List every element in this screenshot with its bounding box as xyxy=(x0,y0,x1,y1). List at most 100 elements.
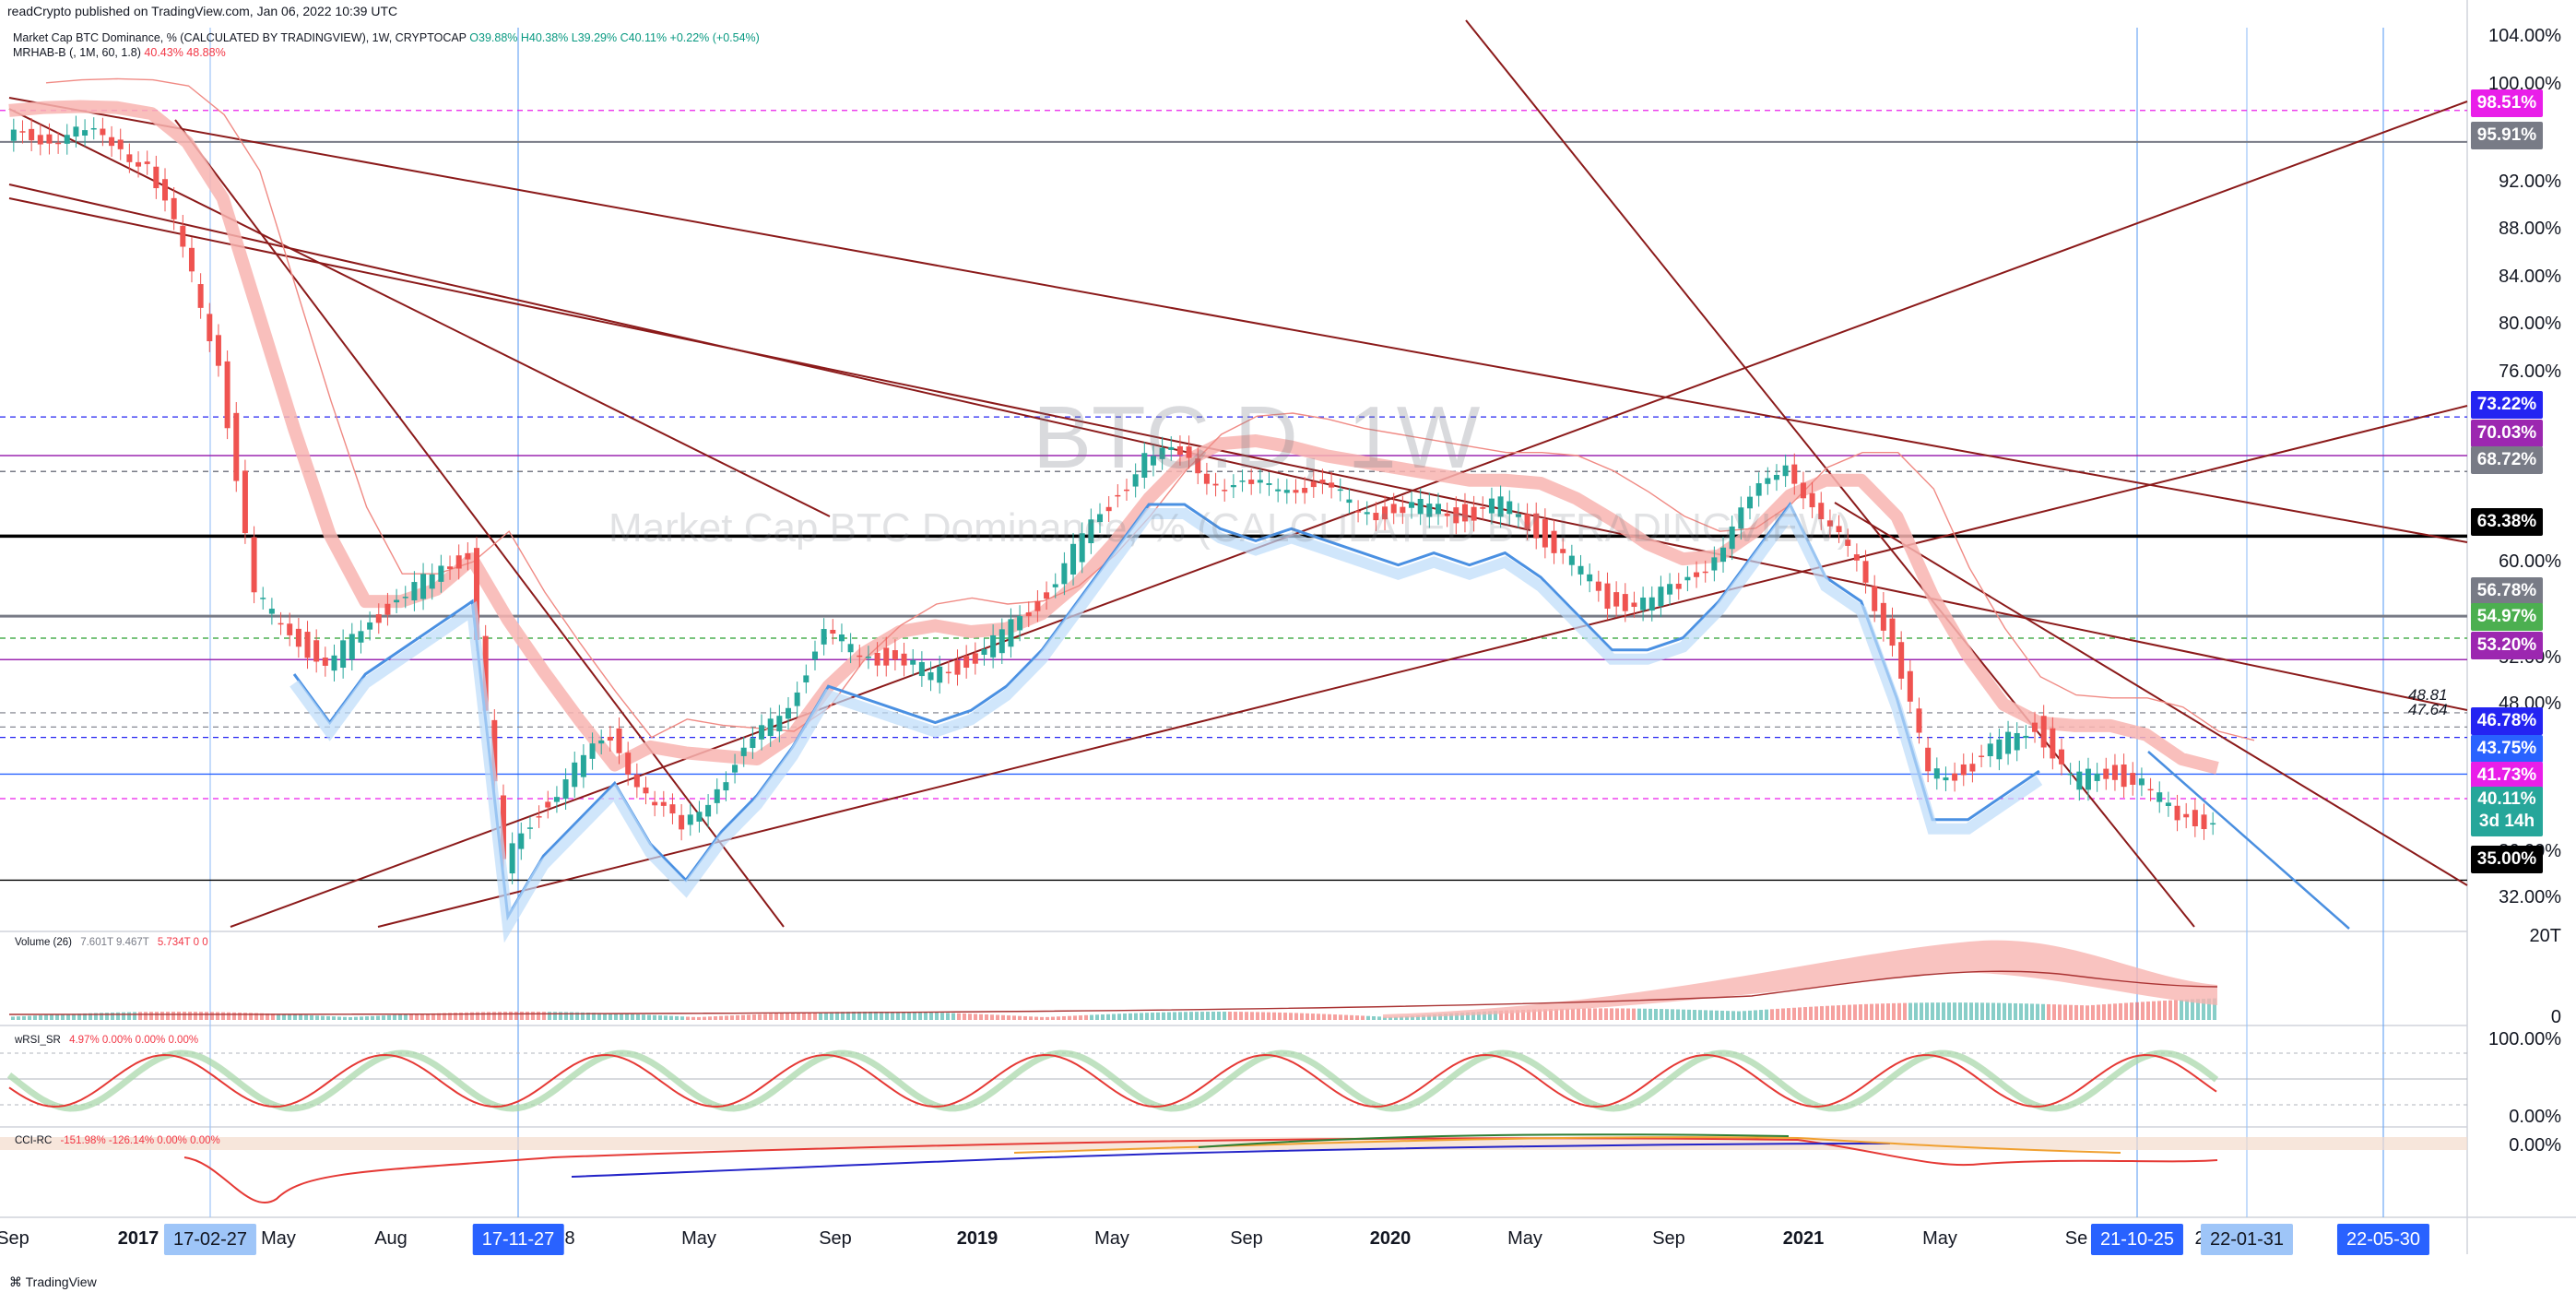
volume-bar xyxy=(1239,1012,1243,1020)
candle-body xyxy=(1800,482,1806,499)
candle-body xyxy=(910,659,916,665)
volume-bar xyxy=(194,1012,197,1020)
volume-bar xyxy=(575,1012,579,1020)
candle-body xyxy=(2058,749,2064,765)
candle-body xyxy=(1025,612,1032,617)
trend-line-8 xyxy=(1834,502,2468,886)
time-tick-2: May xyxy=(261,1228,296,1249)
volume-bar xyxy=(603,1013,607,1020)
candle-body xyxy=(1933,768,1940,779)
volume-bar xyxy=(835,1012,839,1020)
volume-bar xyxy=(1698,1010,1702,1020)
cci-legend: CCI-RC -151.98% -126.14% 0.00% 0.00% xyxy=(15,1135,220,1146)
price-tag-value: 98.51% xyxy=(2476,93,2537,113)
volume-bar xyxy=(238,1012,242,1020)
time-highlight-0[interactable]: 17-02-27 xyxy=(163,1224,257,1255)
volume-bar xyxy=(1776,1008,1779,1020)
volume-bar xyxy=(620,1014,623,1020)
candle-body xyxy=(1507,501,1513,515)
volume-bar xyxy=(2063,1004,2067,1020)
volume-bar xyxy=(1687,1009,1691,1020)
time-highlight-1[interactable]: 17-11-27 xyxy=(472,1224,564,1255)
volume-bar xyxy=(448,1013,452,1020)
candle-body xyxy=(420,574,427,599)
volume-bar xyxy=(1455,1013,1459,1020)
price-tick-2: 92.00% xyxy=(2499,172,2561,192)
volume-bar xyxy=(354,1016,358,1020)
candle-body xyxy=(1123,489,1129,492)
volume-bar xyxy=(1223,1012,1226,1020)
volume-axis-top: 20T xyxy=(2529,926,2561,946)
price-tick-7: 60.00% xyxy=(2499,551,2561,572)
candle-body xyxy=(367,622,373,630)
volume-bar xyxy=(857,1012,861,1020)
candle-body xyxy=(251,537,257,593)
volume-bar xyxy=(1731,1011,1735,1020)
candle-body xyxy=(384,603,391,615)
candle-body xyxy=(901,653,907,666)
candle-body xyxy=(838,634,845,642)
time-tick-15: Se xyxy=(2064,1228,2088,1249)
volume-bar xyxy=(144,1012,148,1020)
price-tag-11: 41.73% xyxy=(2471,762,2543,789)
volume-bar xyxy=(111,1012,114,1020)
candle-body xyxy=(990,634,997,658)
volume-bar xyxy=(514,1012,518,1020)
volume-bar xyxy=(2102,1004,2106,1020)
volume-bar xyxy=(597,1013,601,1020)
volume-bar xyxy=(929,1012,933,1020)
price-tag-3: 70.03% xyxy=(2471,420,2543,447)
candle-body xyxy=(1444,513,1450,516)
volume-bar xyxy=(2185,999,2189,1020)
volume-bar xyxy=(254,1013,258,1020)
volume-bar xyxy=(1283,1013,1287,1020)
candle-body xyxy=(1176,445,1183,456)
volume-bar xyxy=(1842,1004,1846,1020)
volume-bar xyxy=(846,1012,850,1020)
candle-body xyxy=(144,161,150,164)
volume-bar xyxy=(780,1013,784,1020)
candle-body xyxy=(821,629,827,645)
volume-bar xyxy=(1532,1009,1536,1020)
candle-body xyxy=(474,548,480,641)
volume-bar xyxy=(481,1012,485,1020)
volume-bar xyxy=(404,1014,408,1020)
price-tag-2: 73.22% xyxy=(2471,391,2543,419)
candle-body xyxy=(1115,494,1121,497)
volume-bar xyxy=(2113,1003,2117,1020)
candle-body xyxy=(1364,512,1370,515)
volume-bar xyxy=(1261,1012,1265,1020)
volume-bar xyxy=(1516,1010,1519,1020)
volume-bar xyxy=(830,1012,833,1020)
candle-body xyxy=(1791,464,1798,484)
time-tick-10: 2020 xyxy=(1369,1228,1412,1249)
candle-body xyxy=(2040,716,2047,748)
volume-bar xyxy=(160,1012,164,1020)
volume-bar xyxy=(1079,1015,1082,1020)
candle-body xyxy=(126,154,133,162)
volume-bar xyxy=(2080,1005,2084,1020)
volume-bar xyxy=(802,1013,806,1020)
volume-bar xyxy=(304,1014,308,1020)
candle-body xyxy=(1675,583,1682,589)
volume-bar xyxy=(398,1014,402,1020)
volume-bar xyxy=(1477,1012,1481,1020)
candle-body xyxy=(954,660,961,675)
time-highlight-4[interactable]: 22-05-30 xyxy=(2336,1224,2430,1255)
volume-bar xyxy=(1914,1002,1918,1020)
time-tick-12: Sep xyxy=(1652,1228,1685,1249)
candle-body xyxy=(2032,722,2038,732)
time-highlight-3[interactable]: 22-01-31 xyxy=(2200,1224,2294,1255)
volume-bar xyxy=(227,1012,230,1020)
candle-body xyxy=(438,565,444,582)
volume-bar xyxy=(266,1013,269,1020)
volume-bar xyxy=(1416,1015,1420,1020)
volume-bar xyxy=(1886,1003,1890,1020)
candle-body xyxy=(349,634,355,660)
candle-body xyxy=(2005,731,2012,754)
time-highlight-2[interactable]: 21-10-25 xyxy=(2090,1224,2184,1255)
price-tag-0: 98.51% xyxy=(2471,89,2543,117)
volume-bar xyxy=(1709,1010,1713,1020)
